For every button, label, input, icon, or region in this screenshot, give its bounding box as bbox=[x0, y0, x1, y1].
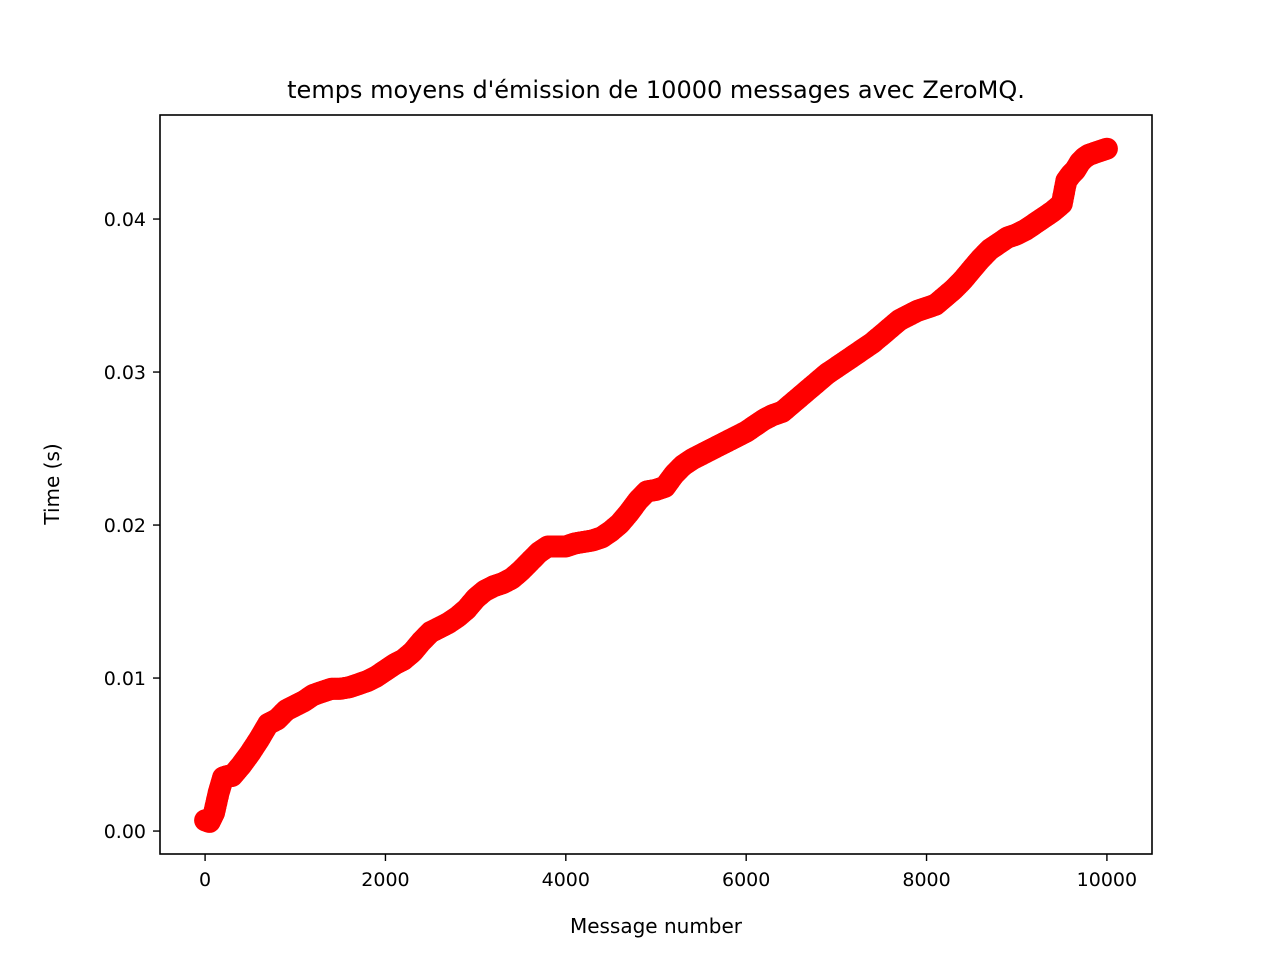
x-tick-label: 0 bbox=[199, 869, 211, 891]
y-tick-label: 0.01 bbox=[104, 668, 146, 690]
x-tick-label: 8000 bbox=[902, 869, 950, 891]
y-axis-label: Time (s) bbox=[40, 443, 64, 525]
data-points bbox=[194, 137, 1118, 833]
y-tick-label: 0.04 bbox=[104, 209, 146, 231]
x-tick-label: 4000 bbox=[542, 869, 590, 891]
chart-title: temps moyens d'émission de 10000 message… bbox=[287, 76, 1025, 104]
plot-frame bbox=[159, 114, 1153, 855]
x-tick-label: 6000 bbox=[722, 869, 770, 891]
y-axis-ticks: 0.00 0.01 0.02 0.03 0.04 bbox=[104, 209, 160, 843]
y-tick-label: 0.02 bbox=[104, 515, 146, 537]
y-tick-label: 0.03 bbox=[104, 362, 146, 384]
x-axis-label: Message number bbox=[570, 914, 743, 938]
x-axis-ticks: 0 2000 4000 6000 8000 10000 bbox=[199, 854, 1137, 891]
x-tick-label: 10000 bbox=[1077, 869, 1137, 891]
data-point bbox=[1095, 137, 1118, 160]
y-tick-label: 0.00 bbox=[104, 821, 146, 843]
x-tick-label: 2000 bbox=[361, 869, 409, 891]
